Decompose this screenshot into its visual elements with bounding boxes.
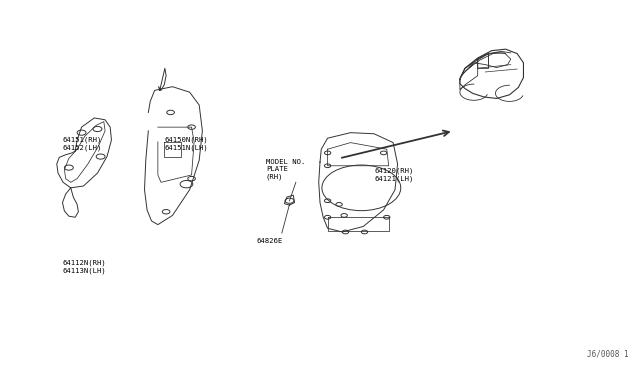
Text: 64150N(RH)
64151N(LH): 64150N(RH) 64151N(LH) [164,137,208,151]
Text: MODEL NO.
PLATE
(RH): MODEL NO. PLATE (RH) [266,159,305,180]
Text: 64112N(RH)
64113N(LH): 64112N(RH) 64113N(LH) [63,260,106,274]
Text: 64151(RH)
64152(LH): 64151(RH) 64152(LH) [63,137,102,151]
Text: 64826E: 64826E [257,238,283,244]
Text: J6/0008 1: J6/0008 1 [587,350,628,359]
Text: 64120(RH)
64121(LH): 64120(RH) 64121(LH) [374,168,413,182]
